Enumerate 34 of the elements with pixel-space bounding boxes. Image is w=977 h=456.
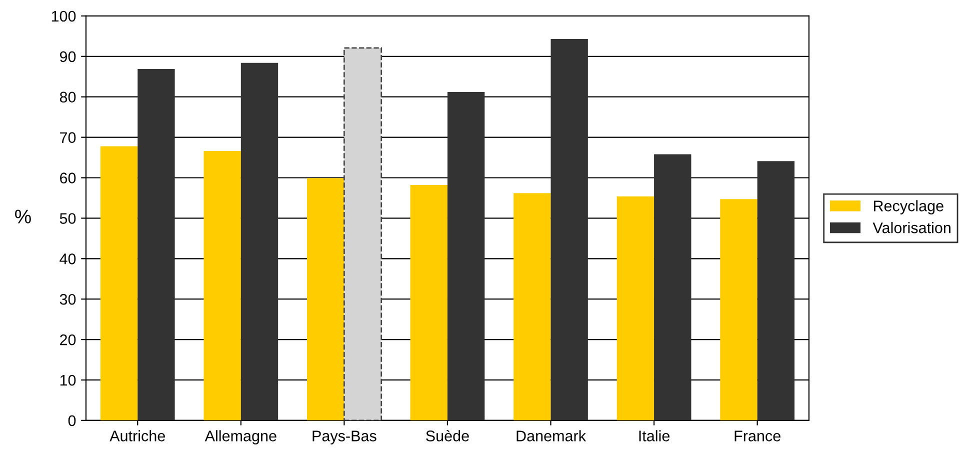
bar (757, 161, 794, 420)
x-tick-label: Danemark (516, 430, 586, 442)
y-tick-label: 60 (60, 172, 76, 184)
y-tick-label: 100 (52, 10, 76, 22)
bar (447, 92, 485, 420)
bar (204, 151, 241, 420)
bar (550, 39, 588, 420)
y-tick-label: 0 (68, 415, 76, 426)
y-tick-label: 40 (60, 254, 76, 264)
x-tick-label: France (734, 430, 780, 442)
y-tick-label: 80 (60, 92, 76, 103)
bar (514, 193, 551, 420)
y-tick-label: 50 (60, 213, 76, 224)
bar (654, 154, 692, 420)
y-tick-label: 20 (60, 334, 76, 346)
x-tick-label: Italie (639, 430, 670, 442)
bar (138, 68, 175, 420)
bar (410, 185, 448, 420)
y-tick-label: 30 (60, 294, 76, 305)
y-tick-label: 10 (60, 374, 76, 386)
legend-label: Valorisation (872, 222, 950, 234)
x-tick-label: Allemagne (204, 430, 276, 444)
bar (100, 146, 138, 420)
bar (720, 199, 758, 420)
bar (307, 178, 344, 420)
bar (616, 196, 654, 420)
x-tick-label: Pays-Bas (312, 430, 376, 444)
x-tick-label: Autriche (110, 430, 165, 442)
legend-label: Recyclage (874, 200, 944, 214)
y-tick-label: 90 (60, 51, 76, 62)
x-tick-label: Suède (426, 430, 469, 442)
y-tick-label: 70 (60, 132, 76, 143)
bar (240, 62, 278, 420)
y-axis-title: % (15, 210, 31, 224)
